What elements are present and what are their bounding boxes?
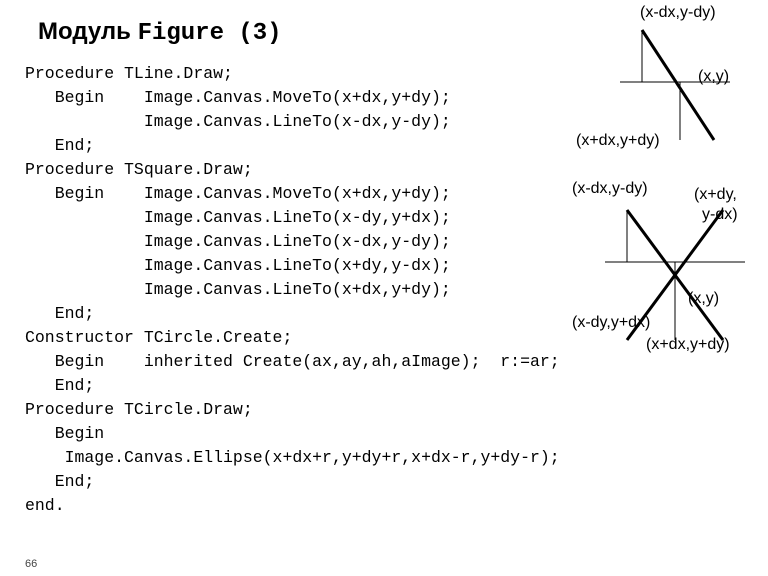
title-prefix: Модуль xyxy=(38,18,138,45)
d1-lbl-mid: (x,y) xyxy=(698,68,729,86)
page-title: Модуль Figure (3) xyxy=(38,18,282,47)
page-number: 66 xyxy=(25,558,37,570)
d1-lbl-bottom: (x+dx,y+dy) xyxy=(576,132,660,150)
d2-lbl-bl: (x-dy,y+dx) xyxy=(572,314,650,332)
d2-lbl-tr1: (x+dy, xyxy=(694,186,737,204)
d2-lbl-br: (x+dx,y+dy) xyxy=(646,336,730,354)
d2-lbl-tl: (x-dx,y-dy) xyxy=(572,180,648,198)
title-mono: Figure (3) xyxy=(138,20,282,47)
d2-lbl-mid: (x,y) xyxy=(688,290,719,308)
code-listing: Procedure TLine.Draw; Begin Image.Canvas… xyxy=(25,62,560,518)
d1-lbl-topleft: (x-dx,y-dy) xyxy=(640,4,716,22)
d2-lbl-tr2: y-dx) xyxy=(702,206,738,224)
